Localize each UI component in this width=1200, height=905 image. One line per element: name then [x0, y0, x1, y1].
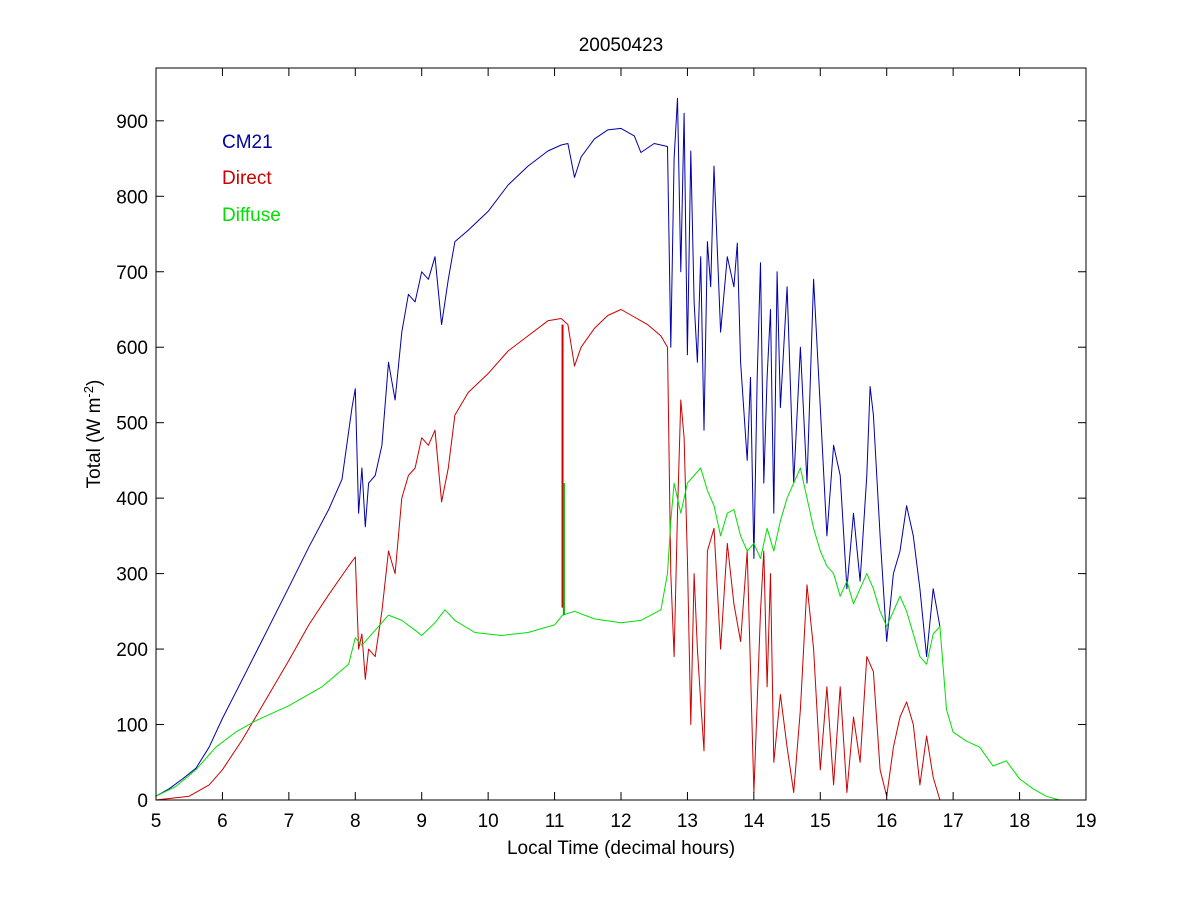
legend: CM21 Direct Diffuse: [222, 132, 281, 226]
x-tick-label: 5: [151, 811, 162, 832]
y-tick-label: 100: [116, 716, 148, 737]
y-tick-label: 400: [116, 489, 148, 510]
x-axis-label: Local Time (decimal hours): [507, 838, 735, 859]
series-line-cm21: [155, 97, 941, 797]
legend-entry-diffuse: Diffuse: [222, 205, 281, 226]
y-tick-label: 700: [116, 263, 148, 284]
y-axis-label-suffix: ): [84, 380, 105, 386]
series-line-diffuse: [155, 467, 1060, 801]
series-line-direct: [155, 309, 1053, 801]
legend-entry-direct: Direct: [222, 168, 272, 189]
x-tick-label: 12: [610, 811, 631, 832]
x-tick-label: 16: [876, 811, 897, 832]
legend-entry-cm21: CM21: [222, 132, 273, 153]
x-tick-label: 17: [943, 811, 964, 832]
x-tick-label: 10: [478, 811, 499, 832]
y-axis-label: Total (W m-2): [81, 380, 105, 489]
y-tick-label: 600: [116, 338, 148, 359]
y-tick-label: 900: [116, 112, 148, 133]
x-tick-label: 7: [284, 811, 295, 832]
x-tick-label: 6: [217, 811, 228, 832]
x-tick-label: 15: [810, 811, 831, 832]
y-tick-label: 300: [116, 565, 148, 586]
y-axis-label-superscript: -2: [81, 386, 96, 398]
chart-title: 20050423: [579, 35, 664, 56]
y-tick-label: 800: [116, 187, 148, 208]
series-layer: [155, 97, 1060, 801]
y-tick-label: 0: [137, 791, 148, 812]
x-tick-label: 9: [416, 811, 427, 832]
y-tick-label: 200: [116, 640, 148, 661]
x-tick-label: 18: [1009, 811, 1030, 832]
tick-layer: 5 6 7 8 9 10 11 12 13 14 15 16 17 18 19 0 100 200 300 400 50…: [116, 68, 1097, 832]
y-axis-label-prefix: Total (W m: [84, 398, 105, 489]
x-tick-label: 14: [743, 811, 765, 832]
x-tick-label: 11: [545, 811, 565, 832]
y-tick-label: 500: [116, 414, 148, 435]
x-tick-label: 8: [350, 811, 361, 832]
x-tick-label: 19: [1075, 811, 1096, 832]
x-tick-label: 13: [677, 811, 698, 832]
